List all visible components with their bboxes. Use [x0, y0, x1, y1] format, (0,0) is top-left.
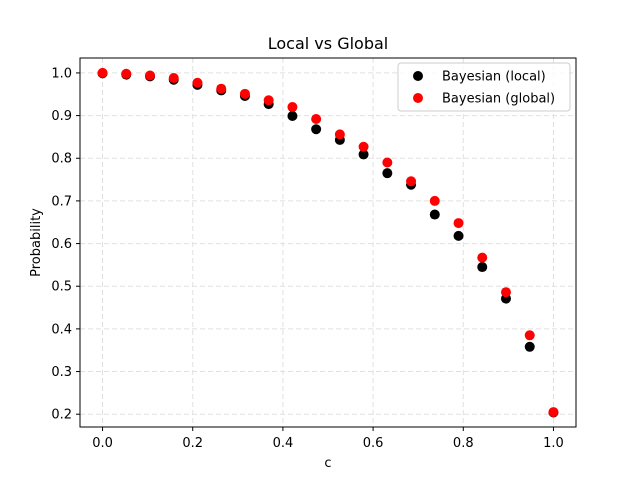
legend-label-local: Bayesian (local) [442, 70, 546, 85]
data-point [429, 195, 440, 206]
data-point [287, 102, 298, 113]
chart-title: Local vs Global [268, 34, 388, 53]
data-point [168, 73, 179, 84]
y-tick-label: 0.3 [51, 365, 72, 380]
data-point [524, 330, 535, 341]
data-point [287, 111, 298, 122]
data-point [477, 252, 488, 263]
series-global [97, 67, 559, 418]
data-point [239, 88, 250, 99]
data-point [192, 77, 203, 88]
y-tick-label: 0.4 [51, 322, 72, 337]
data-point [145, 70, 156, 81]
data-point [406, 176, 417, 187]
data-point [524, 341, 535, 352]
data-point [358, 141, 369, 152]
data-point [311, 114, 322, 125]
ticks-layer: 0.0 0.2 0.4 0.6 0.8 1.0 0.2 0.3 0.4 0.5 0.6 0.7 0.8 0… [51, 66, 563, 451]
data-point [382, 168, 393, 179]
legend-marker-local [413, 71, 423, 81]
x-tick-label: 0.6 [363, 436, 384, 451]
points-layer [97, 67, 559, 418]
x-tick-label: 0.8 [453, 436, 474, 451]
x-tick-label: 0.4 [273, 436, 294, 451]
data-point [263, 95, 274, 106]
y-axis-label: Probability [29, 208, 44, 277]
data-point [121, 68, 132, 79]
legend: Bayesian (local) Bayesian (global) [397, 62, 571, 112]
x-axis-label: c [324, 456, 331, 471]
plot-frame [79, 57, 577, 428]
data-point [477, 262, 488, 273]
y-tick-label: 0.7 [51, 194, 72, 209]
data-point [358, 149, 369, 160]
y-tick-label: 0.8 [51, 152, 72, 167]
data-point [453, 218, 464, 229]
y-tick-label: 1.0 [51, 66, 72, 81]
data-point [429, 209, 440, 220]
data-point [453, 230, 464, 241]
x-tick-label: 0.2 [182, 436, 203, 451]
data-point [311, 124, 322, 135]
data-point [334, 129, 345, 140]
y-tick-label: 0.2 [51, 408, 72, 423]
y-tick-label: 0.6 [51, 237, 72, 252]
legend-label-global: Bayesian (global) [442, 92, 555, 107]
data-point [382, 157, 393, 168]
y-tick-label: 0.9 [51, 109, 72, 124]
data-point [500, 287, 511, 298]
data-point [216, 83, 227, 94]
data-point [97, 67, 108, 78]
x-tick-label: 1.0 [543, 436, 564, 451]
legend-marker-global [413, 93, 423, 103]
grid-layer [80, 58, 576, 427]
legend-frame [397, 62, 571, 112]
x-tick-label: 0.0 [92, 436, 113, 451]
data-point [548, 407, 559, 418]
y-tick-label: 0.5 [51, 280, 72, 295]
